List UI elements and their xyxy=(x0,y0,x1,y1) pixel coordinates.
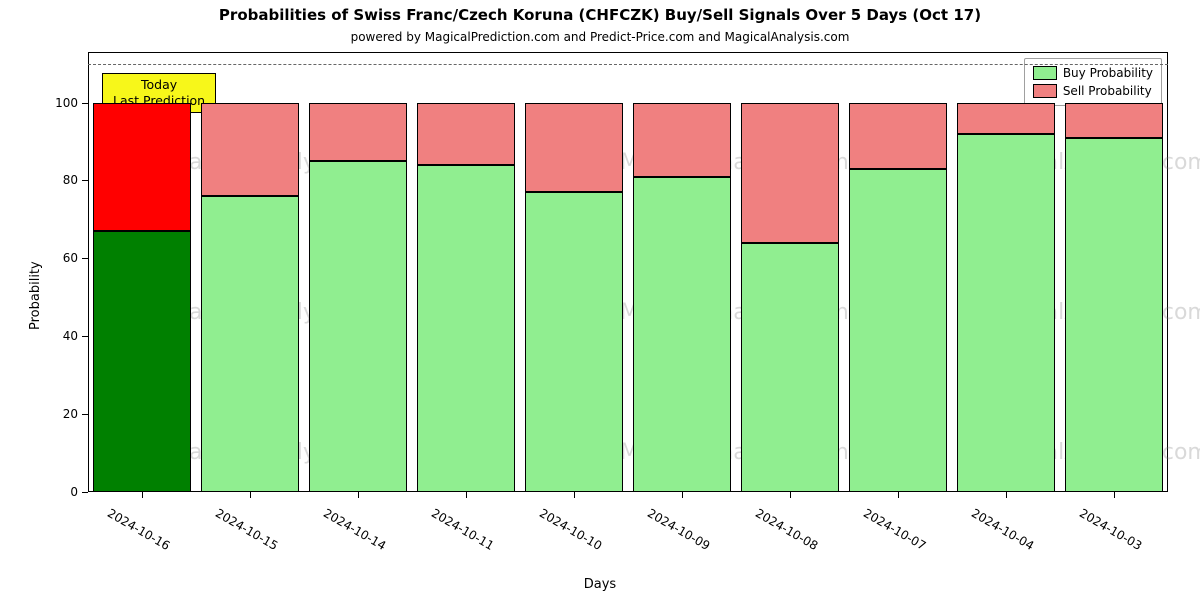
bar-sell xyxy=(525,103,622,193)
y-tick-label: 40 xyxy=(18,329,78,343)
y-tick xyxy=(82,336,88,337)
y-tick xyxy=(82,492,88,493)
bar-buy xyxy=(525,192,622,492)
bar-sell xyxy=(93,103,190,231)
x-tick xyxy=(142,492,143,498)
legend-label-sell: Sell Probability xyxy=(1063,82,1152,100)
x-tick xyxy=(790,492,791,498)
reference-line xyxy=(88,64,1168,65)
y-tick-label: 80 xyxy=(18,173,78,187)
x-tick xyxy=(250,492,251,498)
x-tick xyxy=(1114,492,1115,498)
x-tick xyxy=(898,492,899,498)
legend-swatch-buy xyxy=(1033,66,1057,80)
annotation-line-1: Today xyxy=(141,77,177,92)
bar-buy xyxy=(741,243,838,492)
legend-label-buy: Buy Probability xyxy=(1063,64,1153,82)
bar-buy xyxy=(849,169,946,492)
y-tick xyxy=(82,103,88,104)
chart-subtitle: powered by MagicalPrediction.com and Pre… xyxy=(0,30,1200,44)
y-tick-label: 60 xyxy=(18,251,78,265)
bar-sell xyxy=(417,103,514,165)
legend-row: Sell Probability xyxy=(1033,82,1153,100)
bar-buy xyxy=(93,231,190,492)
bar-sell xyxy=(633,103,730,177)
bar-buy xyxy=(309,161,406,492)
chart-title: Probabilities of Swiss Franc/Czech Korun… xyxy=(0,6,1200,24)
bar-sell xyxy=(849,103,946,169)
x-tick-label: 2024-10-07 xyxy=(861,506,928,553)
x-tick-label: 2024-10-15 xyxy=(213,506,280,553)
y-tick-label: 20 xyxy=(18,407,78,421)
y-tick xyxy=(82,258,88,259)
x-tick-label: 2024-10-14 xyxy=(321,506,388,553)
bar-buy xyxy=(633,177,730,492)
legend: Buy Probability Sell Probability xyxy=(1024,58,1162,106)
bar-sell xyxy=(741,103,838,243)
x-tick-label: 2024-10-08 xyxy=(753,506,820,553)
bar-buy xyxy=(957,134,1054,492)
bar-sell xyxy=(201,103,298,196)
legend-swatch-sell xyxy=(1033,84,1057,98)
bar-sell xyxy=(957,103,1054,134)
x-tick xyxy=(574,492,575,498)
x-tick xyxy=(682,492,683,498)
y-axis-label: Probability xyxy=(28,261,43,330)
legend-row: Buy Probability xyxy=(1033,64,1153,82)
bar-buy xyxy=(417,165,514,492)
x-tick-label: 2024-10-16 xyxy=(105,506,172,553)
bar-sell xyxy=(1065,103,1162,138)
y-tick xyxy=(82,414,88,415)
y-tick-label: 100 xyxy=(18,96,78,110)
y-tick-label: 0 xyxy=(18,485,78,499)
x-tick-label: 2024-10-04 xyxy=(969,506,1036,553)
x-tick-label: 2024-10-09 xyxy=(645,506,712,553)
x-tick xyxy=(466,492,467,498)
x-axis-label: Days xyxy=(0,577,1200,592)
bar-buy xyxy=(201,196,298,492)
x-tick-label: 2024-10-11 xyxy=(429,506,496,553)
x-tick xyxy=(1006,492,1007,498)
x-tick-label: 2024-10-10 xyxy=(537,506,604,553)
bar-sell xyxy=(309,103,406,161)
y-tick xyxy=(82,180,88,181)
x-tick xyxy=(358,492,359,498)
bar-buy xyxy=(1065,138,1162,492)
x-tick-label: 2024-10-03 xyxy=(1077,506,1144,553)
chart-container: Probabilities of Swiss Franc/Czech Korun… xyxy=(0,0,1200,600)
